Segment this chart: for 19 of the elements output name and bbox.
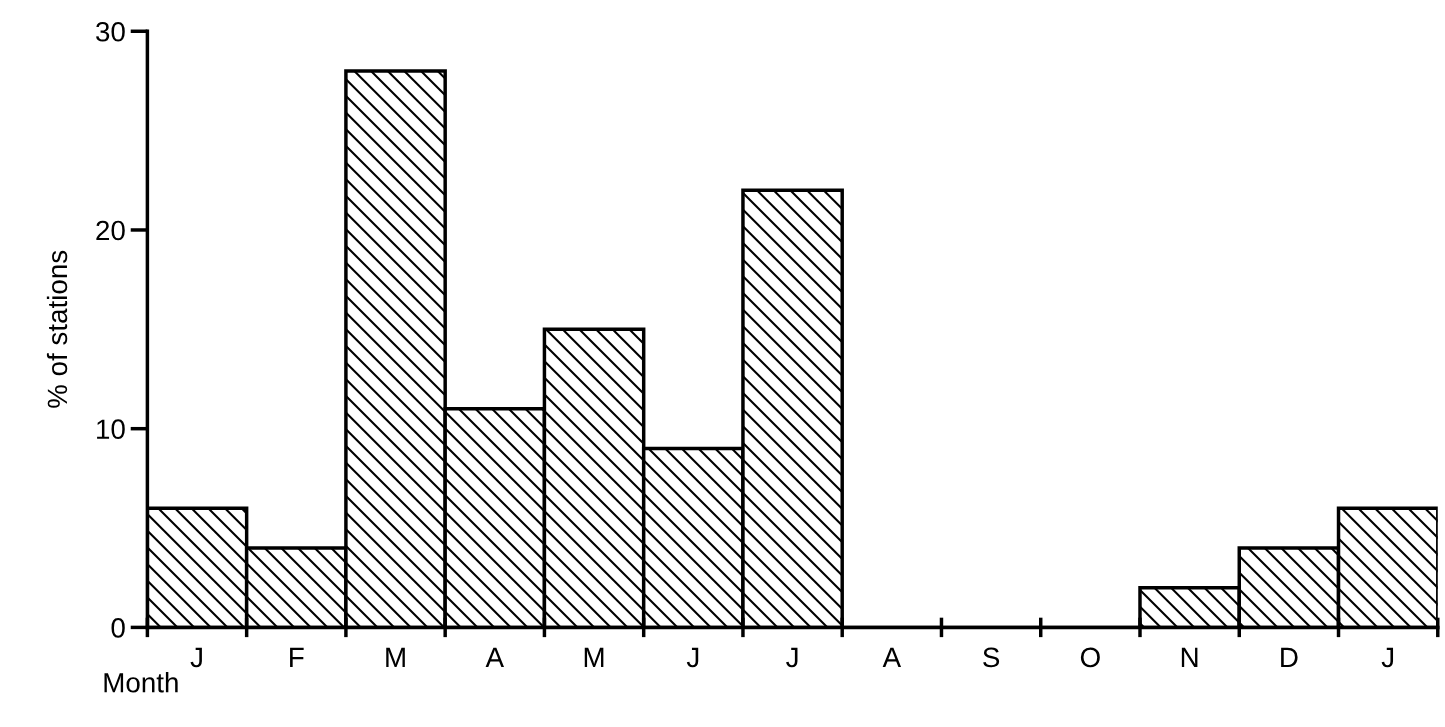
x-tick-label: M — [386, 647, 405, 667]
x-tick-label: A — [485, 647, 505, 667]
x-tick-label: D — [1281, 647, 1298, 667]
y-tick-label: 0 — [111, 618, 125, 638]
x-axis-title: Month — [104, 672, 178, 693]
x-tick-label: N — [1181, 647, 1198, 667]
x-tick-label: M — [584, 647, 604, 667]
y-tick-label: 20 — [96, 220, 125, 241]
x-tick-label: J — [686, 647, 699, 668]
x-tick-label: S — [983, 647, 1000, 668]
x-tick-label: O — [1080, 647, 1100, 668]
y-tick-label: 30 — [96, 21, 125, 42]
x-tick-label: J — [190, 647, 202, 668]
x-tick-label: F — [290, 647, 304, 667]
x-tick-label: A — [882, 647, 902, 667]
y-axis-title: % of stations — [46, 250, 68, 408]
x-tick-label: J — [786, 647, 798, 668]
y-tick-label: 10 — [97, 419, 125, 440]
x-tick-label: J — [1381, 647, 1394, 668]
